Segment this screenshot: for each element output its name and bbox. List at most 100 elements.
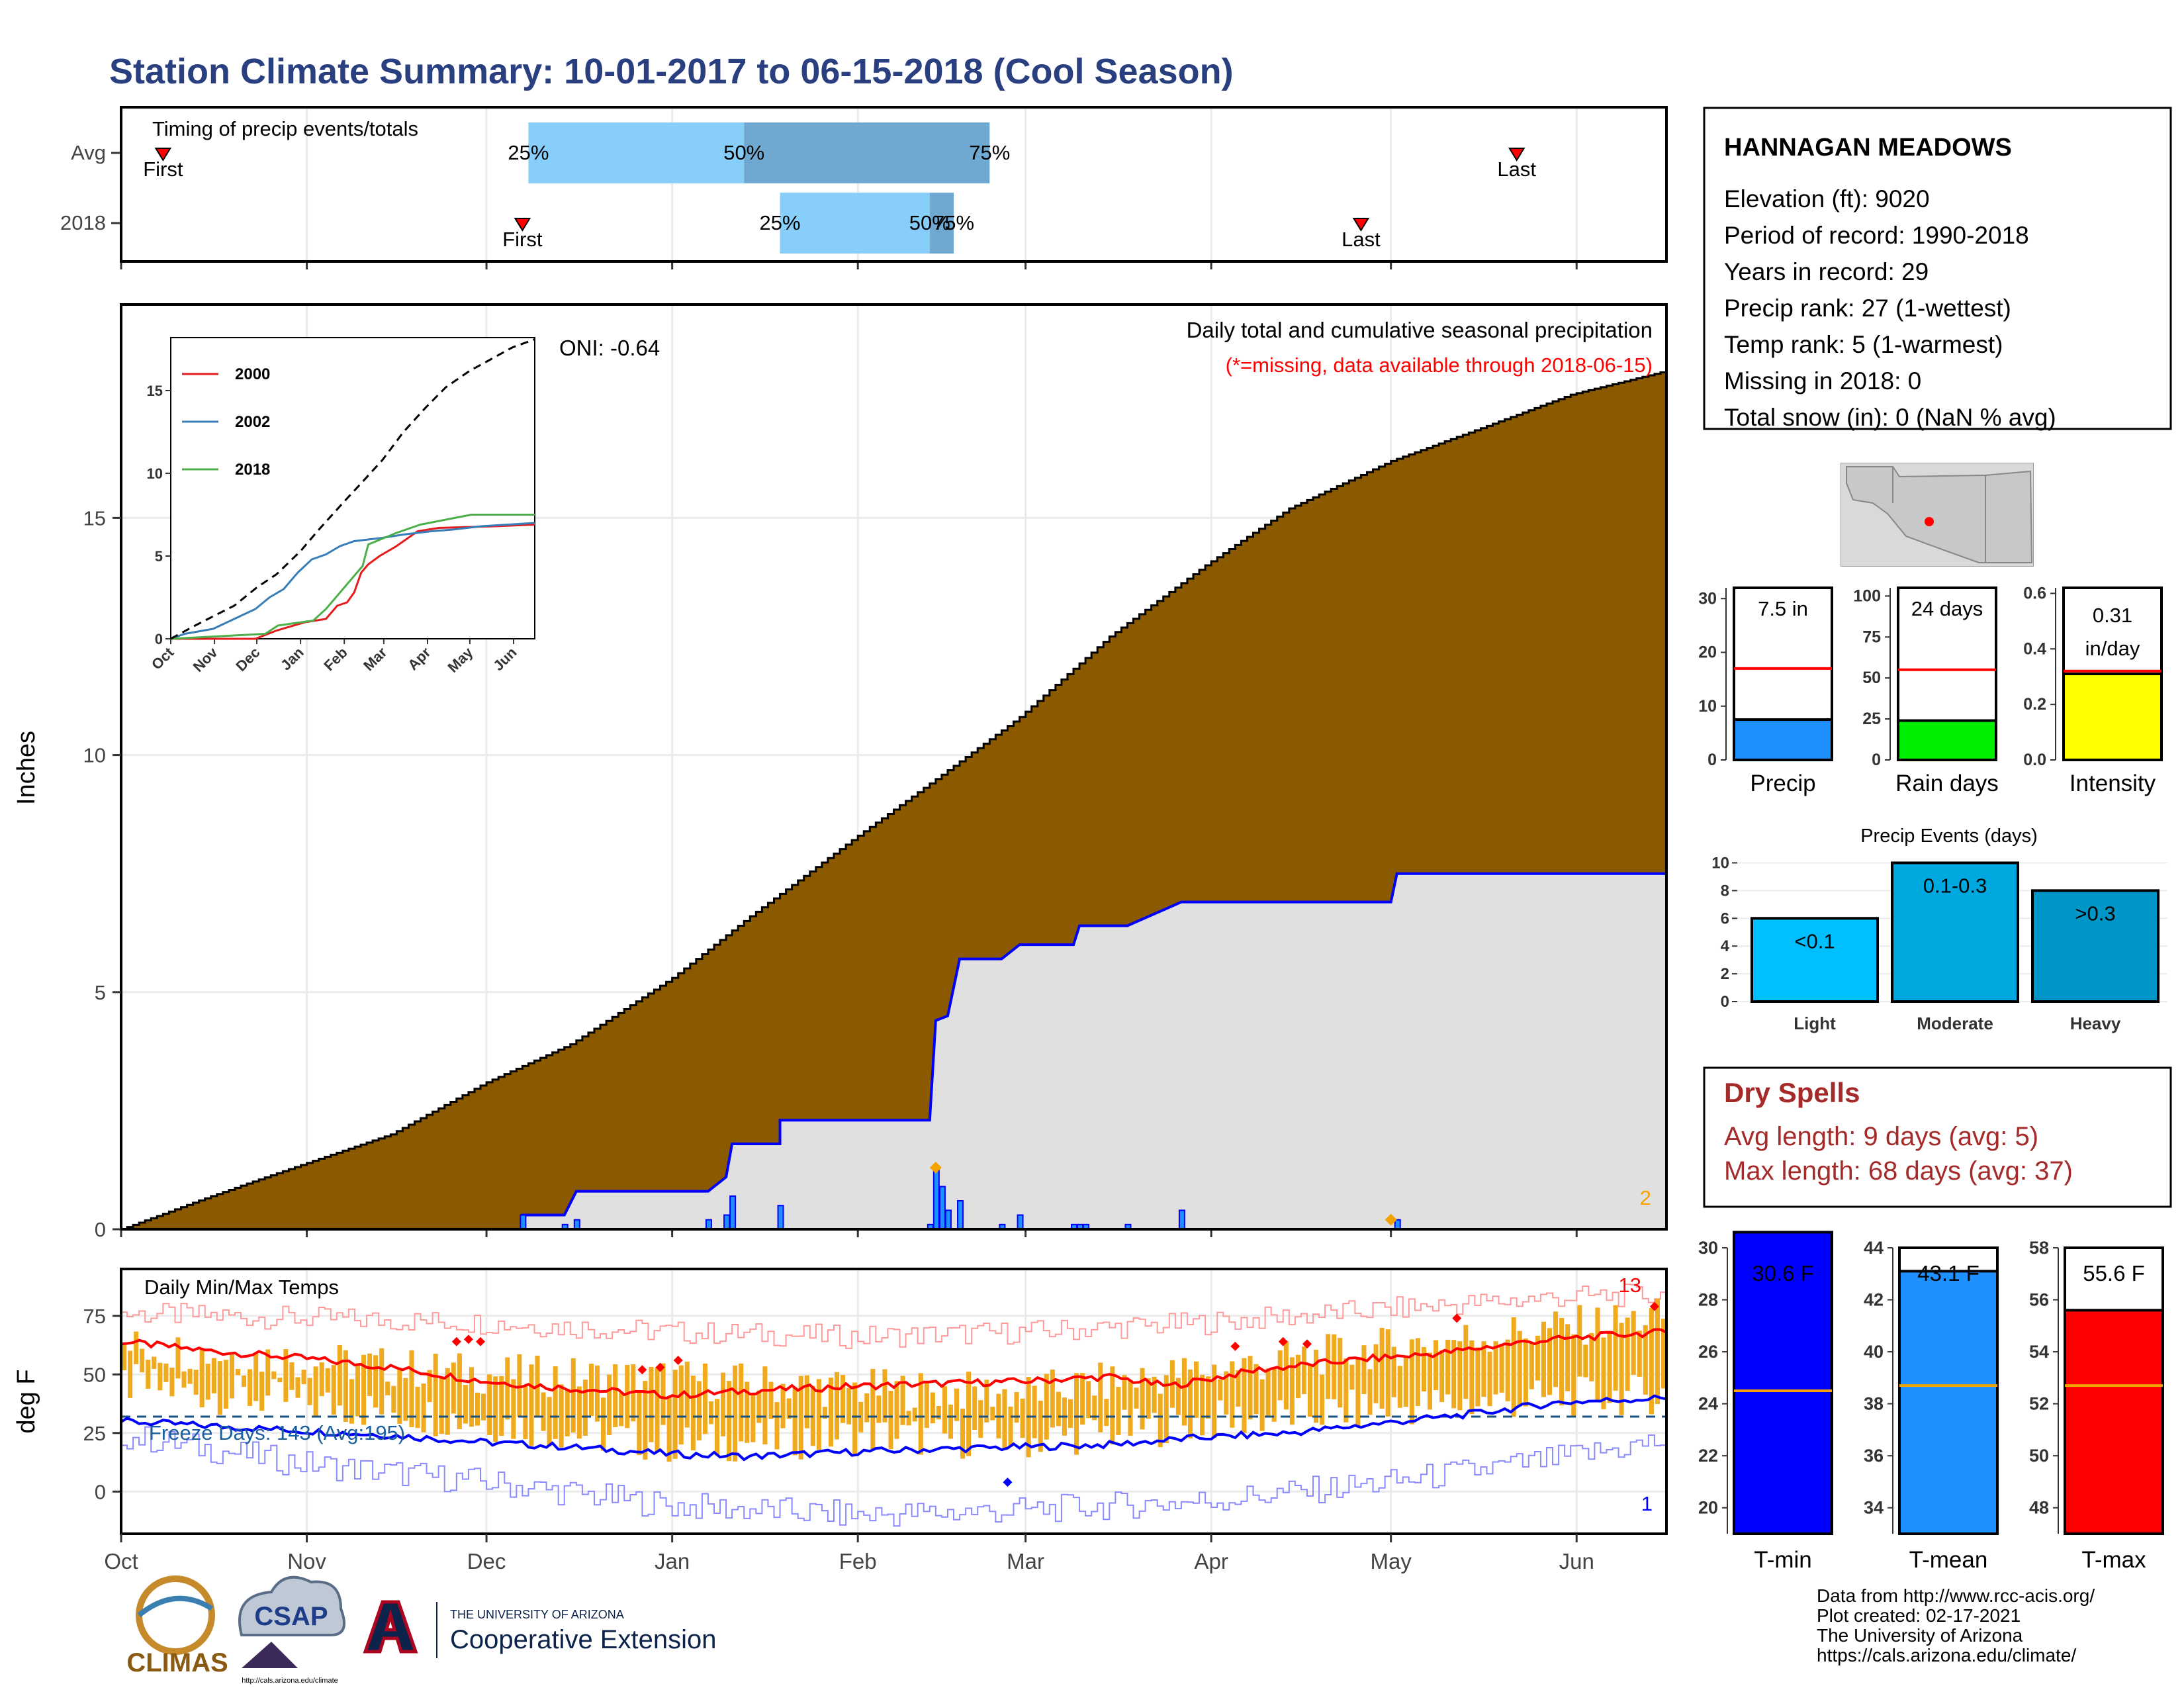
daily-temp-bar: [1499, 1344, 1504, 1393]
daily-temp-bar: [1493, 1341, 1498, 1395]
timing-bar-upper: [744, 122, 990, 183]
timing-row-avg-label: Avg: [71, 141, 106, 164]
daily-temp-bar: [223, 1360, 228, 1409]
daily-temp-bar: [948, 1404, 954, 1439]
daily-temp-bar: [301, 1370, 306, 1385]
daily-temp-bar: [517, 1354, 522, 1417]
daily-temp-bar: [924, 1381, 929, 1429]
events-y-tick-label: 0: [1721, 993, 1729, 1011]
daily-temp-bar: [187, 1368, 193, 1384]
daily-temp-bar: [690, 1376, 696, 1451]
daily-temp-bar: [1439, 1350, 1445, 1403]
timing-first-marker-icon: [514, 218, 531, 232]
daily-temp-bar: [259, 1372, 265, 1411]
daily-temp-bar: [1074, 1373, 1079, 1455]
temps-x-tick-label: Apr: [1194, 1549, 1228, 1573]
daily-temp-bar: [1200, 1374, 1205, 1436]
dry-spells-box: Dry Spells Avg length: 9 days (avg: 5) M…: [1703, 1066, 2172, 1208]
daily-temp-bar: [229, 1354, 234, 1399]
daily-temp-bar: [163, 1363, 169, 1382]
daily-temp-bar: [1014, 1391, 1019, 1423]
daily-temp-bar: [397, 1368, 402, 1424]
daily-temp-bar: [1451, 1340, 1457, 1409]
daily-temp-bar: [1361, 1345, 1367, 1395]
temp-gauge-value-label: 30.6 F: [1752, 1261, 1814, 1286]
daily-temp-bar: [499, 1376, 504, 1436]
daily-temp-bar: [421, 1383, 426, 1432]
daily-precip-bar: [729, 1195, 737, 1231]
daily-temp-bar: [242, 1375, 247, 1387]
daily-temp-bar: [1577, 1305, 1582, 1377]
temps-x-tick-label: Nov: [287, 1549, 326, 1573]
events-y-tick-label: 6: [1721, 910, 1729, 927]
high-record-count: 13: [1619, 1274, 1641, 1297]
daily-temp-bar: [918, 1373, 923, 1455]
daily-temp-bar: [193, 1370, 199, 1395]
daily-temp-bar: [1265, 1368, 1271, 1416]
temps-panel: 0 25 50 75 Daily Min/Max Temps Freeze Days:…: [13, 1268, 1668, 1573]
footer-line: The University of Arizona: [1817, 1625, 2023, 1646]
dry-spells-avg: Avg length: 9 days (avg: 5): [1724, 1122, 2038, 1151]
daily-temp-bar: [786, 1398, 792, 1419]
temps-x-tick-label: Jan: [655, 1549, 690, 1573]
daily-temp-bar: [1224, 1371, 1229, 1415]
temp-gauge-y-tick-label: 24: [1698, 1394, 1718, 1414]
daily-temp-bar: [1445, 1339, 1451, 1395]
inset-series-avg: [170, 338, 535, 640]
record-high-marker-icon: [1302, 1339, 1312, 1349]
daily-temp-bar: [1134, 1387, 1139, 1409]
gauge-y-tick-label: 0: [1872, 751, 1881, 769]
gauge-y-tick-label: 0.2: [2023, 695, 2046, 714]
daily-temp-bar: [391, 1385, 396, 1413]
daily-temp-bar: [708, 1401, 713, 1425]
events-y-tick-label: 2: [1721, 965, 1729, 983]
daily-temp-bar: [570, 1358, 576, 1433]
daily-temp-bar: [1253, 1364, 1259, 1415]
temps-title: Daily Min/Max Temps: [144, 1276, 339, 1299]
daily-temp-bar: [601, 1397, 606, 1451]
daily-temp-bar: [655, 1367, 660, 1453]
season-cumulative-area: [121, 873, 1666, 1229]
gauge-y-tick-label: 0.0: [2023, 751, 2046, 769]
daily-temp-bar: [876, 1395, 882, 1423]
gauge-y-tick-label: 50: [1862, 669, 1881, 687]
daily-precip-bar: [1178, 1209, 1185, 1231]
daily-temp-bar: [1475, 1347, 1480, 1407]
daily-temp-bar: [1433, 1340, 1439, 1391]
events-y-tick-label: 8: [1721, 882, 1729, 900]
station-line: Temp rank: 5 (1-warmest): [1724, 331, 2003, 358]
daily-temp-bar: [888, 1391, 893, 1450]
daily-temp-bar: [1421, 1347, 1426, 1392]
daily-temp-bar: [1427, 1352, 1433, 1410]
daily-temp-bar: [906, 1411, 911, 1426]
daily-temp-bar: [1655, 1298, 1660, 1405]
timing-row-2018-label: 2018: [60, 211, 106, 234]
daily-temp-bar: [475, 1392, 480, 1426]
events-bar: [1751, 917, 1879, 1004]
daily-temp-bar: [433, 1354, 438, 1436]
daily-temp-bar: [912, 1407, 917, 1422]
daily-temp-bar: [1086, 1381, 1091, 1419]
inset-legend-label: 2002: [235, 413, 270, 431]
daily-temp-bar: [1271, 1368, 1277, 1422]
inset-legend-label: 2000: [235, 365, 270, 383]
temp-gauge-value-bar: [1733, 1231, 1833, 1536]
daily-temp-bar: [1230, 1361, 1235, 1428]
daily-temp-bar: [235, 1369, 241, 1376]
temp-gauge-value-bar: [2064, 1309, 2164, 1535]
record-high-marker-icon: [1278, 1336, 1288, 1346]
daily-temp-bar: [960, 1408, 966, 1459]
daily-temp-bar: [1104, 1399, 1109, 1427]
ua-big-text: Cooperative Extension: [450, 1625, 716, 1654]
temps-frame: [120, 1268, 1668, 1535]
temps-x-tick-label: Feb: [839, 1549, 877, 1573]
oni-label: ONI: -0.64: [559, 336, 660, 360]
avg-max-line: [120, 1328, 1667, 1400]
daily-temp-bar: [900, 1376, 905, 1425]
daily-temp-bar: [1295, 1354, 1300, 1399]
daily-temp-bar: [199, 1348, 205, 1407]
csap-mountain: [242, 1642, 298, 1668]
temp-gauge-y-tick-label: 42: [1864, 1290, 1884, 1310]
daily-temp-bar: [289, 1362, 295, 1390]
